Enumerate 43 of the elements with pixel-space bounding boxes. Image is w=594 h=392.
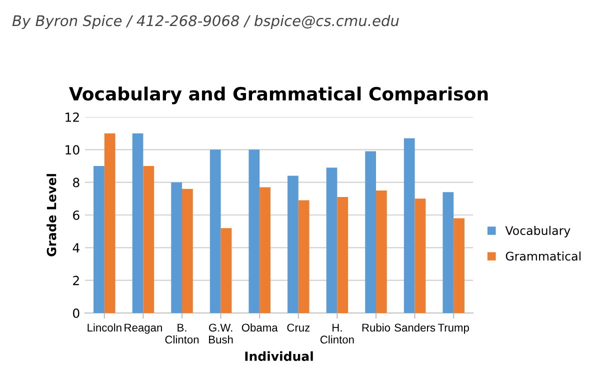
bar — [182, 188, 193, 313]
bar — [260, 187, 270, 313]
x-tick-label: Lincoln — [88, 323, 122, 332]
legend-label: Vocabulary — [505, 226, 570, 238]
text: By Byron Spice / 412-268-9068 / bspice@cs.cmu.edu — [12, 14, 399, 30]
y-tick-label: 8 — [73, 178, 80, 188]
bar — [326, 168, 338, 313]
bar — [404, 138, 415, 313]
bar — [132, 133, 144, 313]
bar — [248, 150, 260, 313]
y-tick-label: 4 — [72, 243, 80, 252]
bar — [298, 200, 310, 313]
chart-title: Vocabulary and Grammatical Comparison — [68, 86, 488, 104]
x-tick-label: Trump — [438, 324, 469, 334]
bar — [414, 198, 426, 313]
bar — [143, 166, 154, 313]
x-tick-label: Cruz — [287, 324, 310, 332]
x-tick-label: B. Clinton — [165, 324, 199, 344]
bar — [454, 218, 464, 313]
bar — [94, 166, 104, 313]
x-tick-label: Reagan — [124, 324, 162, 334]
legend-label: Grammatical — [506, 251, 580, 261]
bar — [210, 150, 221, 313]
y-tick-label: 10 — [66, 145, 80, 155]
bar — [104, 133, 116, 313]
y-tick-label: 2 — [73, 276, 79, 286]
x-axis-title: Individual — [245, 351, 313, 361]
bar — [337, 197, 348, 313]
x-tick-label: Obama — [242, 323, 278, 332]
bar — [171, 182, 182, 313]
x-tick-label: Rubio — [362, 323, 390, 332]
bar — [442, 192, 454, 313]
bar — [220, 228, 232, 313]
bar — [376, 190, 387, 313]
bar — [288, 176, 298, 313]
y-tick-label: 0 — [73, 308, 80, 318]
bar — [365, 151, 376, 313]
y-axis-title: Grade Level — [46, 174, 56, 256]
x-tick-label: Sanders — [394, 323, 436, 332]
x-tick-label: H. Clinton — [320, 324, 354, 344]
y-tick-label: 12 — [66, 112, 79, 122]
x-tick-label: G.W. Bush — [209, 324, 233, 344]
y-tick-label: 6 — [73, 210, 80, 220]
